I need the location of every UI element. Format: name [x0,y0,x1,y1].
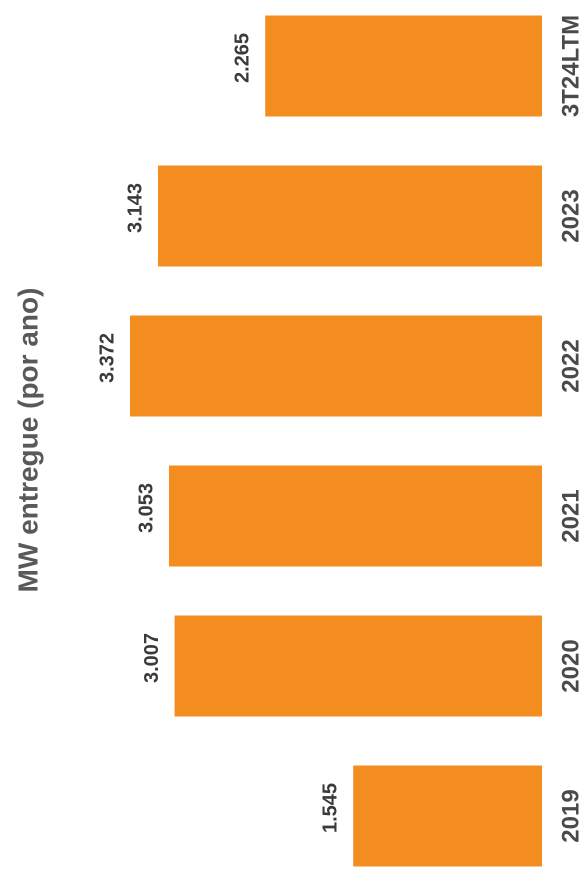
bar [265,15,542,117]
bar [168,465,543,567]
value-label: 1.545 [320,783,342,833]
category-label: 2019 [557,789,584,842]
value-label: 2.265 [232,33,254,83]
chart-title: MW entregue (por ano) [12,288,43,593]
category-label: 2022 [557,339,584,392]
value-label: 3.143 [124,183,146,233]
category-label: 2021 [557,489,584,542]
value-label: 3.007 [141,633,163,683]
category-label: 2023 [557,189,584,242]
bar [130,315,542,417]
bar [353,765,542,867]
bar [157,165,542,267]
bar [174,615,542,717]
value-label: 3.053 [135,483,157,533]
category-label: 3T24LTM [557,15,584,117]
value-label: 3.372 [96,333,118,383]
category-label: 2020 [557,639,584,692]
